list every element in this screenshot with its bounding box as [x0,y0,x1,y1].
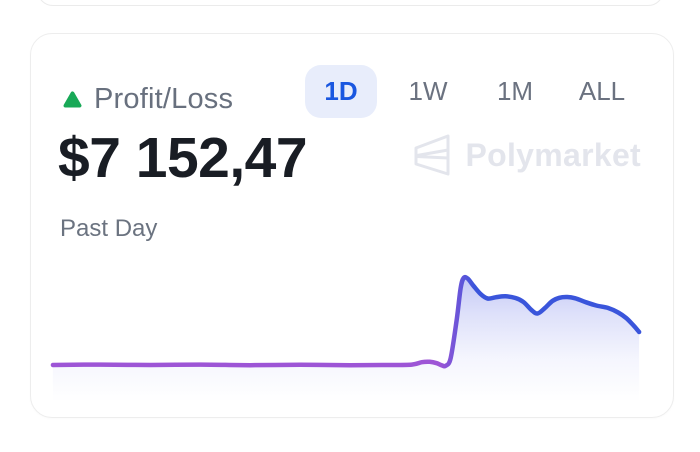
period-label: Past Day [60,215,158,242]
tab-all[interactable]: ALL [566,65,638,118]
chart-line [50,274,642,369]
polymarket-wordmark: Polymarket [465,136,641,173]
previous-card-bottom-edge [37,0,664,6]
triangle-up-icon [63,90,82,108]
chart-area [31,270,671,416]
profit-loss-label: Profit/Loss [94,82,234,115]
profit-loss-header: Profit/Loss [63,81,233,117]
polymarket-watermark: Polymarket [412,133,641,177]
profit-loss-chart[interactable] [31,270,671,416]
chart-gradient-fill [52,277,640,402]
tab-1w[interactable]: 1W [392,65,464,118]
tab-1d[interactable]: 1D [305,65,377,118]
time-range-tabs: 1D 1W 1M ALL [305,65,638,118]
tab-1m[interactable]: 1M [479,65,551,118]
profit-loss-value: $7 152,47 [58,126,308,190]
polymarket-logo-icon [414,134,450,176]
profit-loss-card: Profit/Loss 1D 1W 1M ALL $7 152,47 Past … [30,33,674,418]
